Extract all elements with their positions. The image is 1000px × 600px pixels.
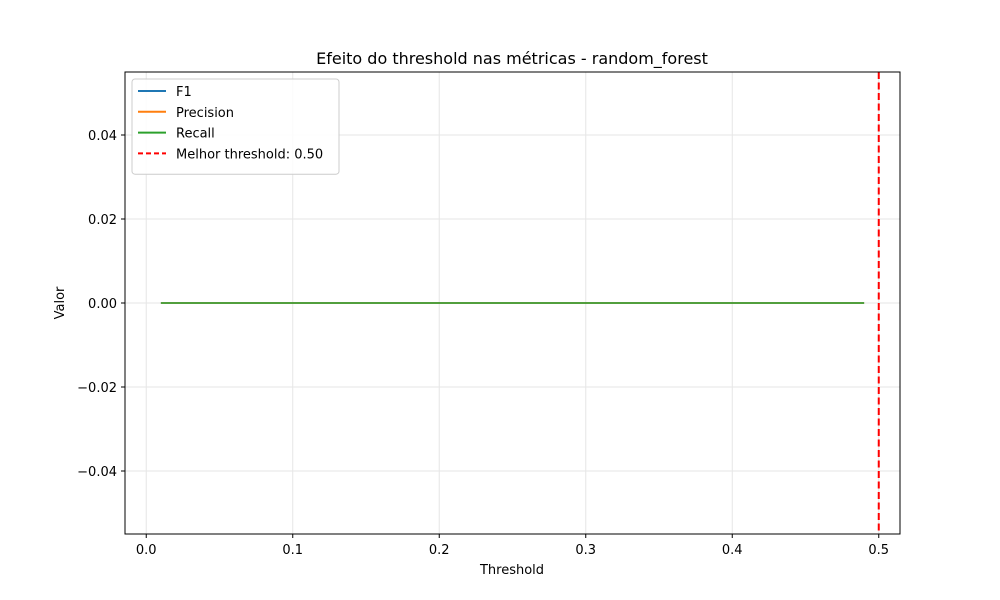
x-tick-label: 0.2 [429, 543, 450, 558]
y-tick-label: 0.04 [88, 129, 117, 144]
legend-label-precision: Precision [176, 106, 234, 121]
x-tick-label: 0.5 [868, 543, 889, 558]
y-tick-label: −0.04 [77, 465, 117, 480]
x-tick-label: 0.1 [282, 543, 303, 558]
x-tick-label: 0.0 [136, 543, 157, 558]
y-axis-title: Valor [53, 286, 68, 319]
y-tick-label: −0.02 [77, 381, 117, 396]
legend-box [131, 78, 340, 175]
legend-label-melhor-threshold-0-50: Melhor threshold: 0.50 [176, 147, 323, 162]
x-axis-title: Threshold [479, 563, 544, 578]
y-tick-label: 0.00 [88, 297, 117, 312]
legend-label-f1: F1 [176, 85, 192, 100]
x-axis-ticks: 0.0 0.1 0.2 0.3 0.4 0.5 [136, 534, 889, 558]
y-axis-ticks: −0.04 −0.02 0.00 0.02 0.04 [77, 129, 125, 480]
x-tick-label: 0.3 [575, 543, 596, 558]
chart-title: Efeito do threshold nas métricas - rando… [316, 49, 708, 69]
y-tick-label: 0.02 [88, 213, 117, 228]
legend: F1 Precision Recall Melhor threshold: 0.50 [131, 78, 340, 175]
legend-label-recall: Recall [176, 127, 215, 142]
x-tick-label: 0.4 [722, 543, 743, 558]
